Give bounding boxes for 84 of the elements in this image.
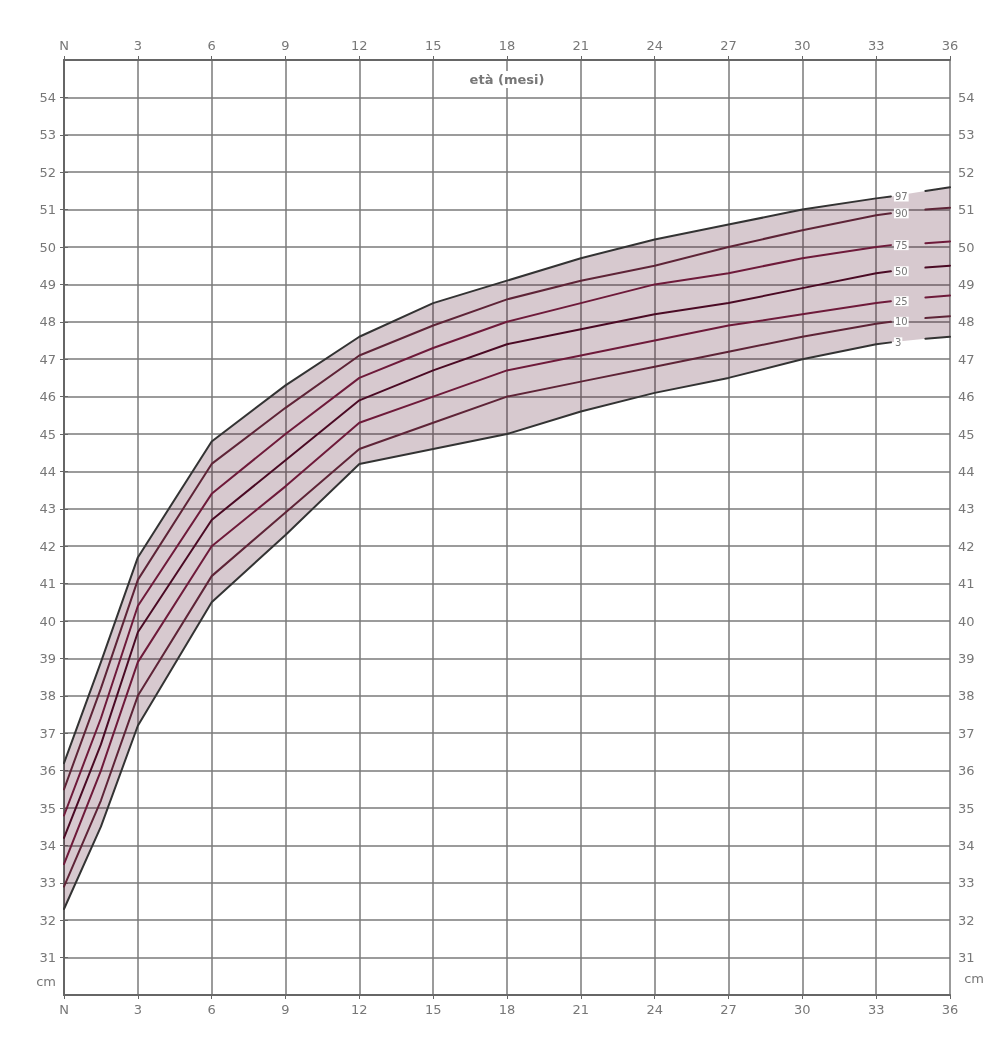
- y2-tick-label: 44: [958, 463, 975, 479]
- x2-tick-label: 6: [207, 38, 216, 53]
- y2-tick-label: 31: [958, 950, 975, 966]
- y-tick-label: 37: [39, 725, 56, 741]
- y2-tick-label: 54: [958, 89, 975, 105]
- y2-tick-label: 50: [958, 239, 975, 255]
- y-tick-label: 32: [39, 912, 56, 928]
- y-tick-label: 44: [39, 463, 56, 479]
- y2-tick-label: 40: [958, 613, 975, 629]
- y-tick-label: 51: [39, 202, 56, 218]
- x2-tick-label: 12: [351, 38, 368, 53]
- y2-tick-label: 48: [958, 314, 975, 330]
- y2-tick-label: 32: [958, 912, 975, 928]
- y2-tick-label: 43: [958, 501, 975, 517]
- y2-tick-label: 33: [958, 875, 975, 891]
- series-label: 90: [894, 207, 908, 219]
- y2-tick-label: 45: [958, 426, 975, 442]
- y2-tick-label: 38: [958, 688, 975, 704]
- x2-tick-label: 30: [794, 38, 811, 53]
- series-label: 25: [894, 295, 908, 307]
- series-label: 97: [894, 191, 908, 203]
- y2-tick-label: 39: [958, 650, 975, 666]
- y-tick-label: 46: [39, 389, 56, 405]
- y-tick-label: 49: [39, 276, 56, 292]
- y2-axis-title: cm: [964, 971, 984, 986]
- series-label: 75: [894, 239, 908, 251]
- x-tick-label: 12: [351, 1002, 368, 1017]
- y-tick-label: 35: [39, 800, 56, 816]
- x-tick-label: 18: [498, 1002, 516, 1017]
- x2-tick-label: 27: [720, 38, 737, 53]
- x2-tick-label: 24: [646, 38, 663, 53]
- x-tick-label: 30: [794, 1002, 811, 1017]
- x2-tick-label: 15: [424, 38, 442, 53]
- x-tick-label: 6: [207, 1002, 216, 1017]
- y-tick-label: 40: [39, 613, 56, 629]
- x-tick-label: N: [59, 1002, 69, 1017]
- x2-tick-label: 33: [867, 38, 885, 53]
- x-tick-label: 15: [424, 1002, 442, 1017]
- x-tick-label: 36: [941, 1002, 959, 1017]
- y-tick-label: 45: [39, 426, 56, 442]
- y-tick-label: 50: [39, 239, 56, 255]
- x2-tick-label: 9: [281, 38, 290, 53]
- x-tick-label: 24: [646, 1002, 663, 1017]
- x2-tick-label: 18: [498, 38, 516, 53]
- y-tick-label: 42: [39, 538, 56, 554]
- y2-tick-label: 53: [958, 127, 975, 143]
- x2-tick-label: 3: [133, 38, 142, 53]
- x-tick-label: 3: [133, 1002, 142, 1017]
- x-axis-title: età (mesi): [469, 72, 545, 87]
- y-tick-label: 43: [39, 501, 56, 517]
- y2-tick-label: 49: [958, 276, 975, 292]
- series-label: 10: [894, 316, 908, 328]
- x-tick-label: 27: [720, 1002, 737, 1017]
- y-tick-label: 31: [39, 950, 56, 966]
- y2-tick-label: 34: [958, 837, 975, 853]
- y2-tick-label: 35: [958, 800, 975, 816]
- y2-tick-label: 47: [958, 351, 975, 367]
- y-tick-label: 39: [39, 650, 56, 666]
- y-axis-title: cm: [36, 974, 56, 989]
- y-tick-label: 52: [39, 164, 56, 180]
- y2-tick-label: 36: [958, 763, 975, 779]
- y-tick-label: 38: [39, 688, 56, 704]
- x2-tick-label: 21: [572, 38, 590, 53]
- y2-tick-label: 51: [958, 202, 975, 218]
- x2-tick-label: 36: [941, 38, 959, 53]
- x-tick-label: 21: [572, 1002, 590, 1017]
- y2-tick-label: 42: [958, 538, 975, 554]
- y2-tick-label: 41: [958, 576, 975, 592]
- x2-tick-label: N: [59, 38, 69, 53]
- x-tick-label: 9: [281, 1002, 290, 1017]
- y-tick-label: 54: [39, 89, 56, 105]
- y-tick-label: 34: [39, 837, 56, 853]
- y-tick-label: 33: [39, 875, 56, 891]
- y-tick-label: 48: [39, 314, 56, 330]
- series-label: 3: [894, 336, 902, 348]
- y2-tick-label: 46: [958, 389, 975, 405]
- x-tick-label: 33: [867, 1002, 885, 1017]
- y2-tick-label: 37: [958, 725, 975, 741]
- y-tick-label: 36: [39, 763, 56, 779]
- y-tick-label: 53: [39, 127, 56, 143]
- y-tick-label: 47: [39, 351, 56, 367]
- y2-tick-label: 52: [958, 164, 975, 180]
- y-tick-label: 41: [39, 576, 56, 592]
- series-label: 50: [894, 265, 908, 277]
